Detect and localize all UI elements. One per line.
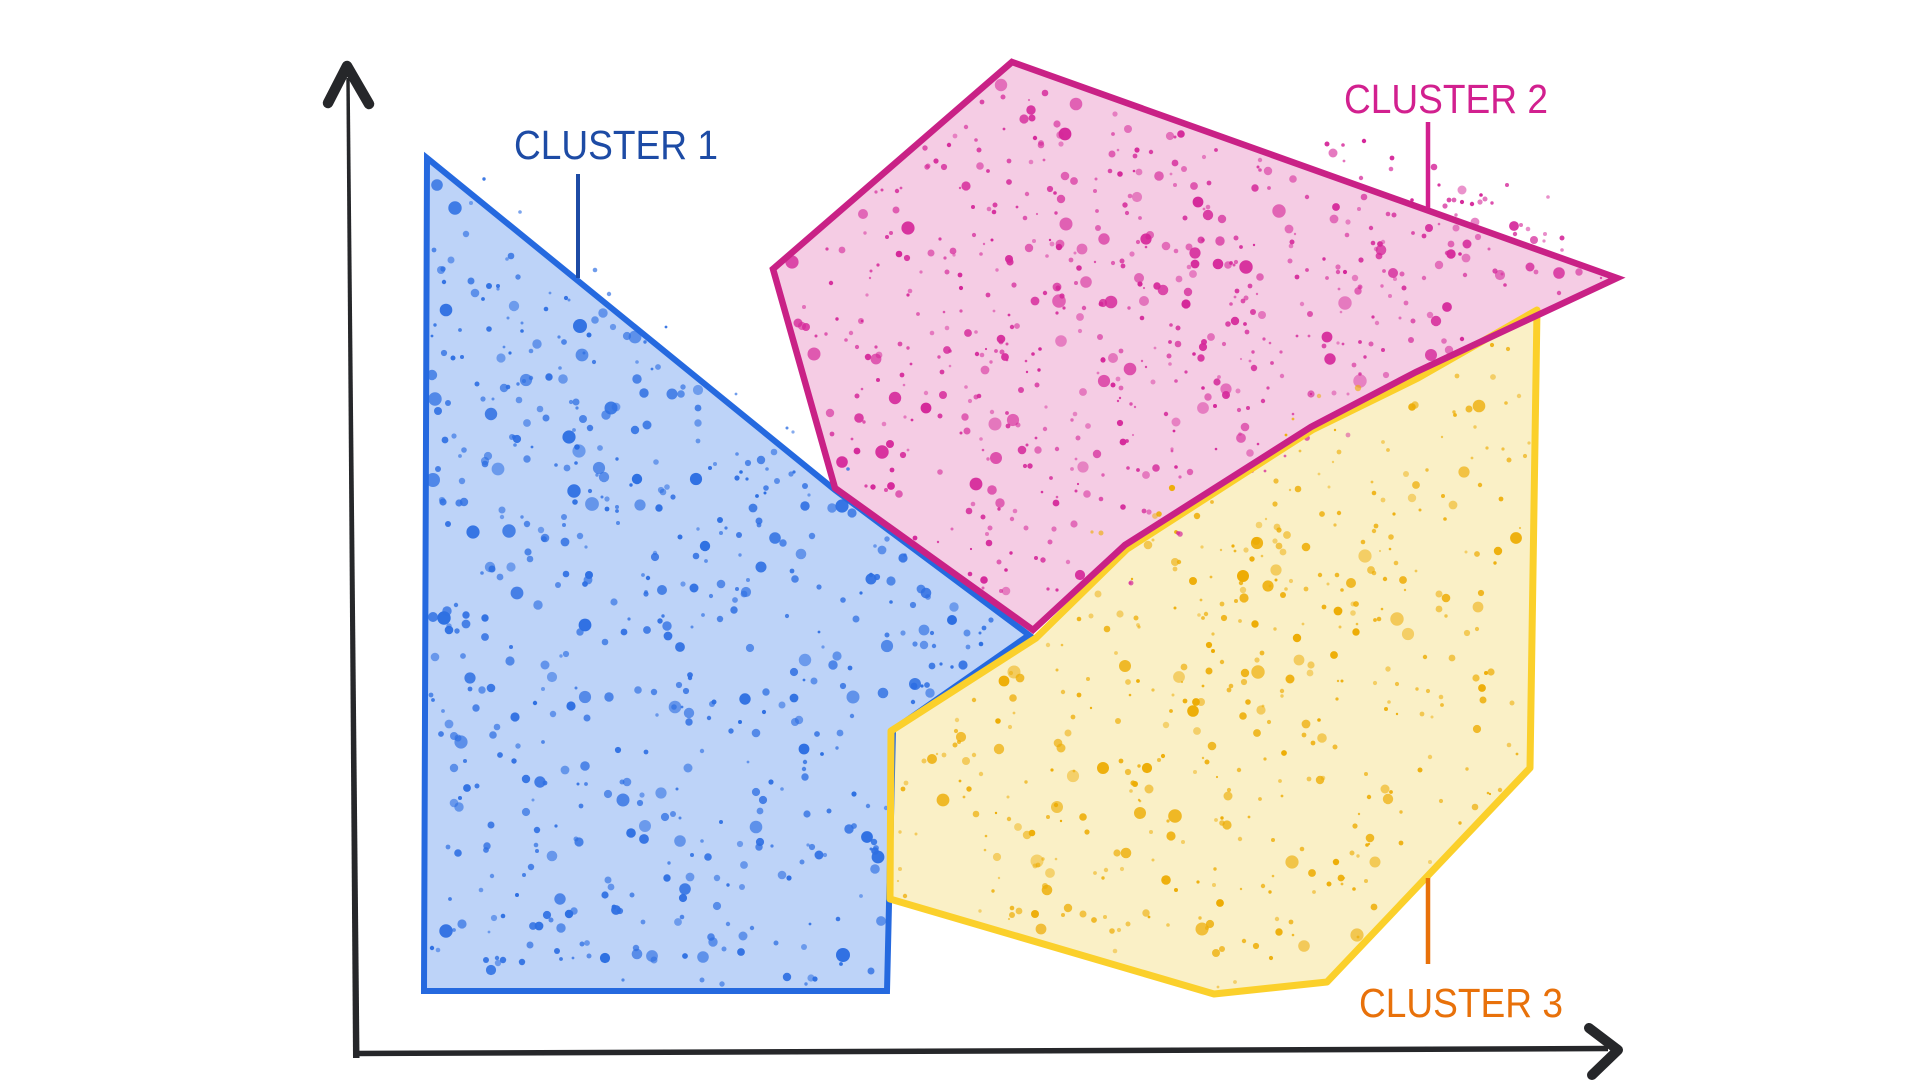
svg-text:CLUSTER 2: CLUSTER 2 [1344, 76, 1548, 122]
svg-text:CLUSTER 3: CLUSTER 3 [1359, 980, 1563, 1026]
svg-text:CLUSTER 1: CLUSTER 1 [514, 122, 718, 168]
